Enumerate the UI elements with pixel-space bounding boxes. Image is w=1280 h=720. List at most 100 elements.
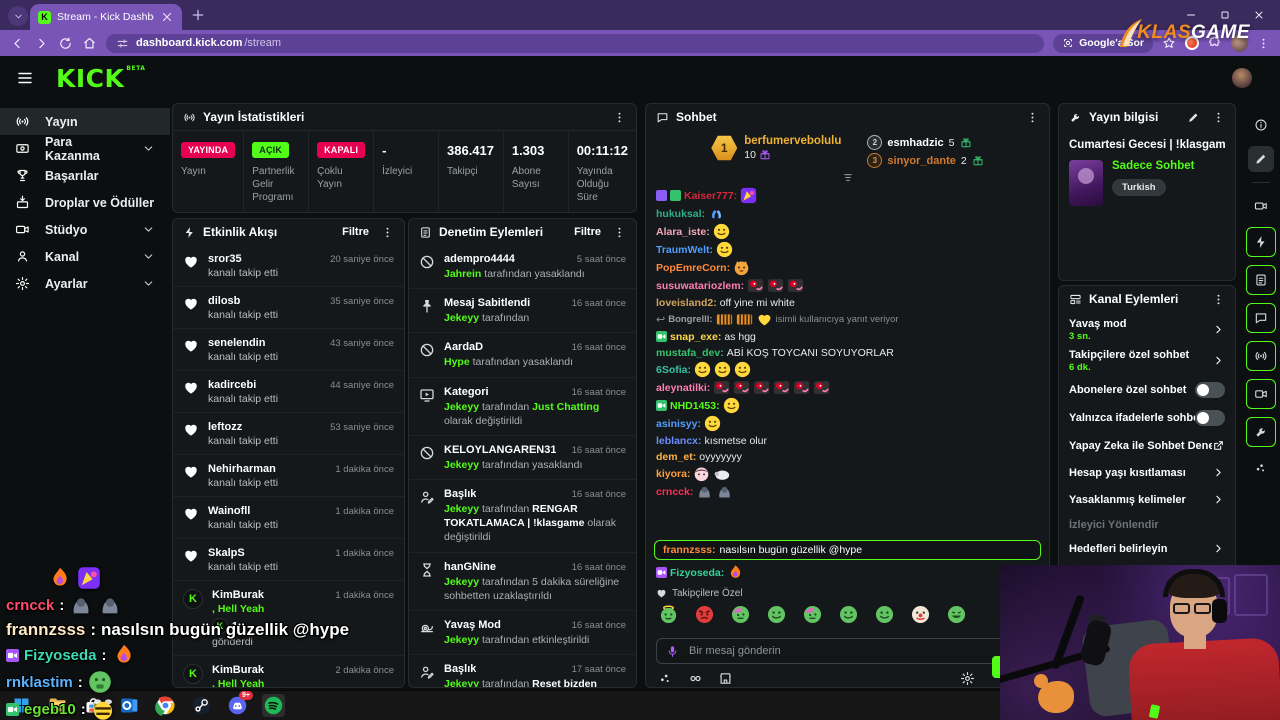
event-username[interactable]: Wainofll [208,505,251,517]
category-link[interactable]: Sadece Sohbet [1112,160,1195,172]
browser-profile-avatar[interactable] [1231,34,1248,52]
back-icon[interactable] [10,36,25,51]
event-username[interactable]: kadircebi [208,379,257,391]
rail-bubble-button[interactable] [1246,303,1276,333]
activity-item[interactable]: senelendin 43 saniye önce kanalı takip ett… [173,329,404,371]
sidebar-item-kanal[interactable]: Kanal [0,243,170,270]
sidebar-item-droplar-ve-d-ller[interactable]: Droplar ve Ödüller [0,189,170,216]
chat-username[interactable]: NHD1453: [670,399,720,412]
chat-username[interactable]: PopEmreCorn: [656,261,731,274]
home-icon[interactable] [82,36,97,51]
toggle-switch[interactable] [1195,382,1225,398]
taskbar-store-icon[interactable] [82,694,105,717]
activity-item[interactable]: SkalpS 1 dakika önce kanalı takip etti [173,539,404,581]
infinity-icon[interactable] [688,671,703,686]
taskbar-discord-icon[interactable]: 9+ [226,691,253,717]
moderation-target[interactable]: AardaD [444,341,484,354]
leaderboard-second[interactable]: 2 esmhadzic 5 [867,135,983,150]
browser-menu-icon[interactable] [1257,37,1270,50]
moderation-item[interactable]: AardaD 16 saat önce Hype tarafından yasakl… [409,333,636,378]
quick-emote-button[interactable] [875,605,894,629]
taskbar-spotify-icon[interactable] [262,694,285,717]
store-icon[interactable] [718,671,733,686]
activity-item[interactable]: sror35 20 saniye önce kanalı takip etti [173,245,404,287]
activity-item[interactable]: Nehirharman 1 dakika önce kanalı takip ett… [173,455,404,497]
bookmark-star-icon[interactable] [1162,36,1176,50]
activity-filter-button[interactable]: Filtre [342,226,369,238]
event-username[interactable]: dilosb [208,295,241,307]
taskbar-start-icon[interactable] [10,694,33,717]
chat-username[interactable]: aleynatilki: [656,381,711,394]
tab-search-button[interactable] [8,6,28,26]
rail-bolt-button[interactable] [1246,227,1276,257]
channel-action-8[interactable]: İzleyici Yönlendir [1059,513,1235,536]
chat-username[interactable]: TraumWelt: [656,243,713,256]
chat-username[interactable]: Kaiser777: [684,189,738,202]
event-username[interactable]: senelendin [208,337,266,349]
rail-info-button[interactable] [1248,112,1274,138]
event-username[interactable]: KimBurak [212,664,264,676]
moderation-target[interactable]: hanGNine [444,560,496,573]
channel-action-5[interactable]: Yapay Zeka ile Sohbet Denetimi [1059,432,1235,459]
moderation-target[interactable]: Yavaş Mod [444,618,501,631]
channel-action-9[interactable]: Hedefleri belirleyin [1059,536,1235,561]
chat-username[interactable]: Bongrelll: [668,314,713,325]
activity-item[interactable]: dilosb 35 saniye önce kanalı takip etti [173,287,404,329]
quick-emote-button[interactable] [659,605,678,629]
sidebar-item-ayarlar[interactable]: Ayarlar [0,270,170,297]
chat-username[interactable]: susuwatariozlem: [656,279,745,292]
moderation-target[interactable]: adempro4444 [444,253,515,265]
rail-wrench-button[interactable] [1246,417,1276,447]
moderation-target[interactable]: Başlık [444,488,477,501]
new-tab-button[interactable] [190,7,206,23]
sidebar-item-st-dyo[interactable]: Stüdyo [0,216,170,243]
chat-username[interactable]: dem_et: [656,450,697,463]
mic-icon[interactable] [666,645,679,658]
chat-username[interactable]: 6Sofia: [656,363,692,376]
rail-clip-button[interactable] [1246,379,1276,409]
leaderboard-first[interactable]: 1 berfumervebolulu 10 [711,135,841,168]
category-thumbnail[interactable] [1069,160,1103,206]
activity-item[interactable]: Wainofll 1 dakika önce kanalı takip etti [173,497,404,539]
quick-emote-button[interactable] [911,605,930,629]
taskbar-explorer-icon[interactable] [46,694,69,717]
chat-username[interactable]: Fizyoseda: [670,566,725,579]
moderation-item[interactable]: Başlık 16 saat önce Jekeyy tarafından RENG… [409,480,636,553]
chat-username[interactable]: mustafa_dev: [656,346,724,359]
moderation-item[interactable]: Kategori 16 saat önce Jekeyy tarafından Ju… [409,378,636,436]
event-username[interactable]: leftozz [208,421,243,433]
stream-info-menu-icon[interactable] [1212,111,1225,124]
activity-item[interactable]: K KimBurak 1 dakika önce, Hell Yeah K 1 gönde… [173,581,404,656]
moderation-item[interactable]: hanGNine 16 saat önce Jekeyy tarafından 5 … [409,553,636,611]
rail-live-button[interactable] [1246,341,1276,371]
maximize-button[interactable] [1210,3,1240,27]
moderation-item[interactable]: Yavaş Mod 16 saat önce Jekeyy tarafından e… [409,611,636,656]
channel-action-2[interactable]: Takipçilere özel sohbet 6 dk. [1059,345,1235,376]
rail-doc-button[interactable] [1246,265,1276,295]
moderation-target[interactable]: Başlık [444,663,477,676]
channel-action-4[interactable]: Yalnızca ifadelerle sohbet [1059,404,1235,432]
rail-dots3-button[interactable] [1248,455,1274,481]
activity-item[interactable]: leftozz 53 saniye önce kanalı takip etti [173,413,404,455]
channel-actions-menu-icon[interactable] [1212,293,1225,306]
chat-message-input[interactable] [687,644,1029,658]
chat-username[interactable]: snap_exe: [670,330,722,343]
taskbar-steam-icon[interactable] [190,694,213,717]
extensions-puzzle-icon[interactable] [1208,36,1222,50]
leaderboard-third-name[interactable]: sinyor_dante [887,154,956,167]
moderation-item[interactable]: Mesaj Sabitlendi 16 saat önce Jekeyy taraf… [409,289,636,334]
hamburger-menu-icon[interactable] [16,69,34,87]
event-username[interactable]: sror35 [208,253,242,265]
minimize-button[interactable] [1176,3,1206,27]
moderation-target[interactable]: Mesaj Sabitlendi [444,297,531,310]
moderation-item[interactable]: KELOYLANGAREN31 16 saat önce Jekeyy tarafı… [409,436,636,481]
chat-username[interactable]: hukuksal: [656,207,706,220]
activity-item[interactable]: kadircebi 44 saniye önce kanalı takip etti [173,371,404,413]
user-avatar[interactable] [1232,68,1252,88]
event-username[interactable]: Nehirharman [208,463,276,475]
moderation-item[interactable]: Başlık 17 saat önce Jekeyy tarafından Rese… [409,655,636,687]
forward-icon[interactable] [34,36,49,51]
kick-logo[interactable]: KICK BETA [56,63,146,93]
chat-username[interactable]: crncck: [656,485,694,498]
